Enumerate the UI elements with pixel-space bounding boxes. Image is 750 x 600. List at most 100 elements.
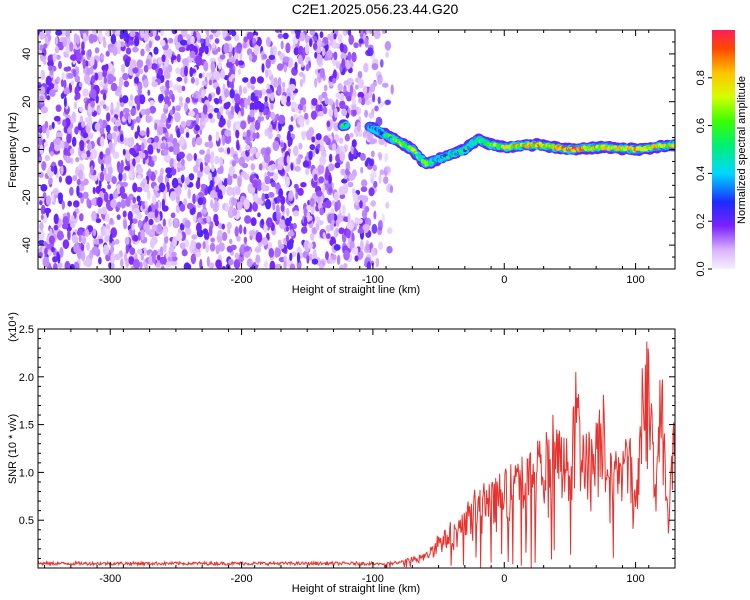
noise-blob xyxy=(114,253,121,261)
noise-blob xyxy=(319,159,326,166)
noise-blob xyxy=(63,96,67,108)
noise-blob xyxy=(123,80,130,88)
noise-blob xyxy=(119,133,124,143)
noise-blob xyxy=(108,141,113,151)
noise-blob xyxy=(263,108,267,116)
noise-blob xyxy=(305,167,310,176)
noise-blob xyxy=(71,136,77,147)
noise-blob xyxy=(110,252,116,264)
noise-blob xyxy=(298,142,303,150)
noise-blob xyxy=(210,61,216,72)
noise-blob xyxy=(234,226,239,237)
noise-blob xyxy=(199,149,205,155)
noise-blob xyxy=(254,246,262,253)
noise-blob xyxy=(132,182,138,193)
noise-blob xyxy=(180,120,187,129)
noise-blob xyxy=(371,108,375,116)
noise-blob xyxy=(94,72,99,81)
noise-blob xyxy=(276,63,284,71)
noise-blob xyxy=(136,186,143,193)
noise-blob xyxy=(195,55,203,67)
noise-blob xyxy=(252,193,259,202)
noise-blob xyxy=(140,252,144,261)
noise-blob xyxy=(357,228,364,234)
noise-blob xyxy=(246,258,253,268)
noise-blob xyxy=(180,39,188,46)
noise-blob xyxy=(159,167,165,175)
noise-blob xyxy=(57,159,64,167)
noise-blob xyxy=(236,235,241,242)
noise-blob xyxy=(215,259,223,269)
noise-blob xyxy=(163,153,171,163)
noise-blob xyxy=(280,142,285,148)
noise-blob xyxy=(210,30,218,34)
noise-blob xyxy=(52,53,57,62)
noise-blob xyxy=(42,58,47,65)
noise-blob xyxy=(203,61,209,72)
noise-blob xyxy=(82,32,87,39)
noise-blob xyxy=(360,30,364,36)
noise-blob xyxy=(125,47,132,55)
noise-blob xyxy=(122,95,129,104)
noise-blob xyxy=(323,84,328,92)
noise-blob xyxy=(48,124,53,131)
noise-blob xyxy=(95,218,102,224)
noise-blob xyxy=(359,239,364,251)
noise-blob xyxy=(195,179,201,190)
noise-blob xyxy=(90,165,94,176)
noise-blob xyxy=(265,198,272,210)
noise-blob xyxy=(128,100,134,108)
noise-blob xyxy=(156,254,161,261)
noise-blob xyxy=(250,92,256,102)
noise-blob xyxy=(270,163,276,171)
noise-blob xyxy=(333,244,341,251)
noise-blob xyxy=(287,130,291,139)
noise-blob xyxy=(357,250,364,260)
noise-blob xyxy=(81,120,86,128)
noise-blob xyxy=(186,153,193,162)
noise-blob xyxy=(109,217,114,224)
noise-blob xyxy=(143,64,149,73)
noise-blob xyxy=(347,51,352,61)
noise-blob xyxy=(96,196,103,207)
noise-blob xyxy=(208,134,212,142)
snr-plot-area xyxy=(38,329,675,568)
noise-blob xyxy=(237,60,245,66)
noise-blob xyxy=(272,200,276,211)
noise-blob xyxy=(73,200,80,208)
noise-blob xyxy=(80,30,84,36)
noise-blob xyxy=(234,93,241,104)
noise-blob xyxy=(308,150,313,161)
noise-blob xyxy=(202,104,208,115)
noise-blob xyxy=(240,244,246,252)
noise-blob xyxy=(316,38,322,48)
noise-blob xyxy=(337,33,343,43)
noise-blob xyxy=(176,232,183,242)
noise-blob xyxy=(171,256,178,262)
noise-blob xyxy=(137,248,143,255)
noise-blob xyxy=(78,82,83,88)
y-tick-label: 1.0 xyxy=(19,467,34,479)
noise-blob xyxy=(169,157,175,168)
y-tick-label: -40 xyxy=(21,237,33,253)
noise-blob xyxy=(118,76,124,88)
noise-blob xyxy=(370,170,377,180)
noise-blob xyxy=(160,142,166,150)
noise-blob xyxy=(200,183,207,190)
noise-blob xyxy=(85,229,90,237)
noise-blob xyxy=(264,128,269,137)
noise-blob xyxy=(118,172,123,182)
noise-blob xyxy=(228,76,233,82)
noise-blob xyxy=(107,166,113,176)
noise-blob xyxy=(146,115,152,124)
noise-blob xyxy=(45,30,52,36)
noise-blob xyxy=(225,35,232,41)
noise-blob xyxy=(110,244,114,254)
noise-blob xyxy=(143,222,151,232)
y-tick-label: 40 xyxy=(21,48,33,60)
noise-blob xyxy=(365,243,370,252)
noise-blob xyxy=(159,93,164,102)
noise-blob xyxy=(244,215,252,224)
noise-blob xyxy=(132,46,139,53)
noise-blob xyxy=(163,104,169,109)
